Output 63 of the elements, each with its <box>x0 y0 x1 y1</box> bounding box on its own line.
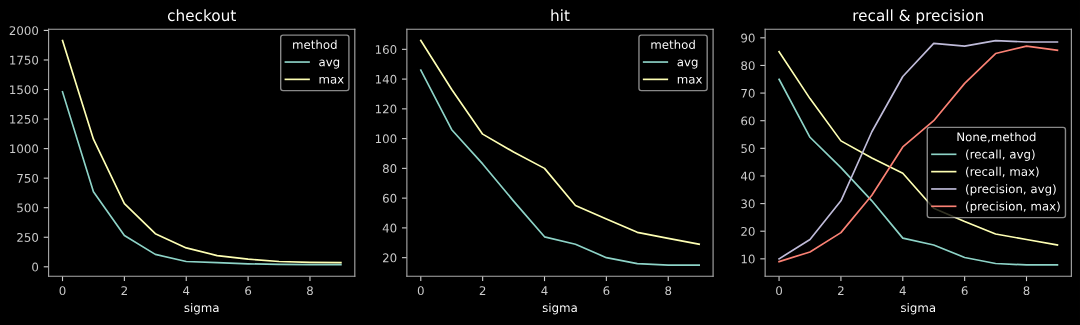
y-tick-label: 10 <box>741 254 755 264</box>
y-tick-label: 80 <box>741 61 755 71</box>
y-tick-label: 80 <box>382 164 397 174</box>
y-tick-label: 160 <box>375 45 397 54</box>
legend-title: method <box>293 39 337 50</box>
x-tick-label: 6 <box>961 286 968 296</box>
x-tick-label: 2 <box>838 286 844 295</box>
y-tick-label: 20 <box>382 253 397 263</box>
x-tick-label: 4 <box>541 286 548 295</box>
y-tick-label: 250 <box>17 232 39 242</box>
y-tick-label: 1750 <box>10 55 39 65</box>
y-tick-label: 0 <box>32 262 39 272</box>
y-tick-label: 750 <box>17 173 39 183</box>
legend-label: max <box>319 76 344 84</box>
legend-label: (precision, avg) <box>966 184 1056 196</box>
line-series <box>419 69 701 266</box>
y-tick-label: 40 <box>740 171 755 181</box>
chart-title: hit <box>551 9 570 21</box>
y-tick-label: 1250 <box>10 114 39 124</box>
legend-label: max <box>677 76 703 84</box>
x-tick-label: 2 <box>121 286 127 295</box>
line-series <box>61 91 342 266</box>
x-tick-label: 8 <box>1023 286 1030 296</box>
y-tick-label: 60 <box>741 116 755 126</box>
y-tick-label: 30 <box>741 199 755 209</box>
y-tick-label: 100 <box>375 134 397 144</box>
legend-label: (precision, max) <box>966 201 1060 213</box>
legend-label: (recall, avg) <box>966 149 1035 161</box>
y-tick-label: 2000 <box>9 26 39 36</box>
x-tick-label: 4 <box>183 286 190 295</box>
x-tick-label: 0 <box>776 286 783 296</box>
x-axis-title: sigma <box>184 302 219 315</box>
y-tick-label: 1500 <box>10 85 39 95</box>
legend-title: None,method <box>957 132 1036 143</box>
chart-title: checkout <box>167 9 236 22</box>
x-tick-label: 4 <box>899 286 906 295</box>
y-tick-label: 500 <box>17 203 39 213</box>
y-tick-label: 20 <box>741 226 755 236</box>
legend-label: avg <box>677 59 698 69</box>
y-tick-label: 1000 <box>10 144 39 154</box>
y-tick-label: 60 <box>382 193 397 203</box>
x-tick-label: 6 <box>603 286 610 296</box>
legend-label: avg <box>319 59 340 69</box>
y-tick-label: 70 <box>741 88 755 98</box>
x-tick-label: 2 <box>479 286 486 295</box>
x-tick-label: 8 <box>307 286 313 296</box>
legend-title: method <box>651 39 695 50</box>
line-series <box>778 78 1059 266</box>
chart-title: recall & precision <box>853 9 984 25</box>
y-tick-label: 140 <box>375 74 397 84</box>
y-tick-label: 40 <box>382 223 397 233</box>
y-tick-label: 50 <box>741 144 755 153</box>
x-tick-label: 0 <box>417 286 424 296</box>
line-series <box>419 39 701 246</box>
line-series <box>61 39 342 264</box>
x-axis-title: sigma <box>901 302 936 315</box>
y-tick-label: 90 <box>741 33 755 43</box>
x-tick-label: 6 <box>245 286 252 296</box>
x-tick-label: 8 <box>665 286 672 296</box>
x-tick-label: 0 <box>59 286 66 296</box>
legend-label: (recall, max) <box>966 166 1039 178</box>
y-tick-label: 120 <box>375 104 397 114</box>
x-axis-title: sigma <box>542 302 577 315</box>
